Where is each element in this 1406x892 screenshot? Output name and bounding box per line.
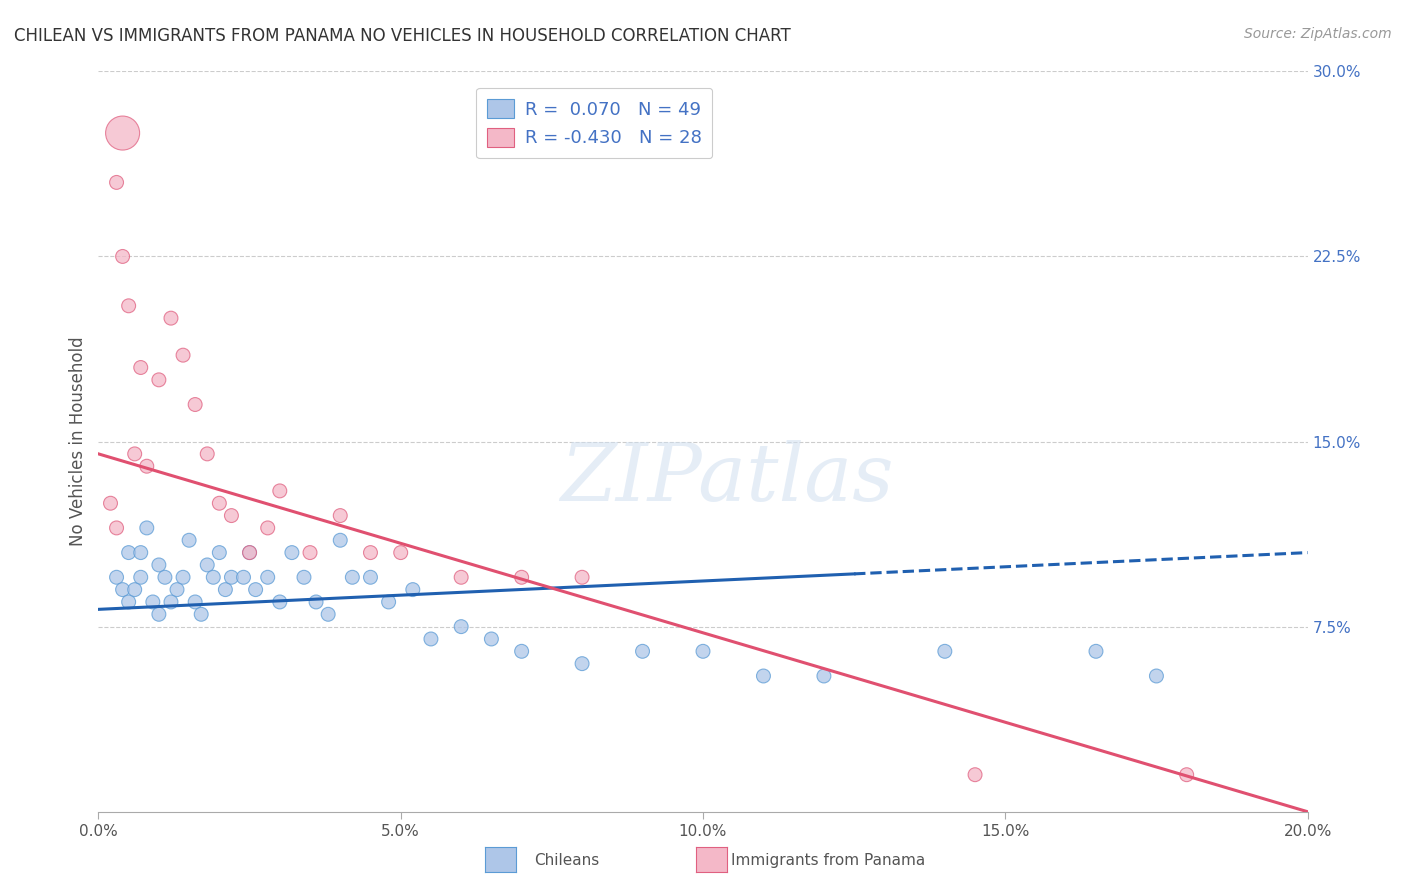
- Point: [269, 595, 291, 609]
- Point: [111, 126, 134, 140]
- Point: [208, 545, 231, 560]
- Point: [166, 582, 188, 597]
- Point: [148, 558, 170, 572]
- Point: [256, 570, 278, 584]
- Point: [111, 582, 134, 597]
- Point: [389, 545, 412, 560]
- Text: Immigrants from Panama: Immigrants from Panama: [731, 854, 925, 868]
- Point: [153, 570, 176, 584]
- Point: [184, 595, 207, 609]
- Point: [377, 595, 399, 609]
- Point: [160, 595, 183, 609]
- Point: [1175, 767, 1198, 781]
- Point: [129, 570, 152, 584]
- Point: [965, 767, 987, 781]
- Point: [118, 545, 141, 560]
- Point: [148, 373, 170, 387]
- Point: [813, 669, 835, 683]
- Point: [184, 398, 207, 412]
- Point: [202, 570, 225, 584]
- Point: [160, 311, 183, 326]
- Point: [299, 545, 322, 560]
- Point: [510, 570, 533, 584]
- Point: [129, 545, 152, 560]
- Point: [135, 521, 157, 535]
- Point: [142, 595, 165, 609]
- Point: [129, 360, 152, 375]
- Point: [179, 533, 201, 548]
- Point: [329, 508, 352, 523]
- Point: [1085, 644, 1108, 658]
- Point: [752, 669, 775, 683]
- Point: [402, 582, 425, 597]
- Point: [329, 533, 352, 548]
- Point: [124, 447, 146, 461]
- Point: [221, 508, 243, 523]
- Text: CHILEAN VS IMMIGRANTS FROM PANAMA NO VEHICLES IN HOUSEHOLD CORRELATION CHART: CHILEAN VS IMMIGRANTS FROM PANAMA NO VEH…: [14, 27, 790, 45]
- Point: [105, 570, 128, 584]
- Point: [571, 570, 593, 584]
- Point: [510, 644, 533, 658]
- Point: [195, 447, 218, 461]
- Point: [195, 558, 218, 572]
- Point: [481, 632, 503, 646]
- Point: [360, 570, 382, 584]
- Point: [105, 175, 128, 190]
- Point: [245, 582, 267, 597]
- Point: [450, 619, 472, 633]
- Text: Chileans: Chileans: [534, 854, 599, 868]
- Point: [105, 521, 128, 535]
- Point: [692, 644, 714, 658]
- Point: [571, 657, 593, 671]
- Point: [111, 250, 134, 264]
- Point: [221, 570, 243, 584]
- Point: [232, 570, 254, 584]
- Text: Source: ZipAtlas.com: Source: ZipAtlas.com: [1244, 27, 1392, 41]
- Point: [190, 607, 212, 622]
- Point: [118, 299, 141, 313]
- Point: [631, 644, 654, 658]
- Point: [316, 607, 339, 622]
- Point: [124, 582, 146, 597]
- Y-axis label: No Vehicles in Household: No Vehicles in Household: [69, 336, 87, 547]
- Point: [450, 570, 472, 584]
- Point: [239, 545, 262, 560]
- Point: [239, 545, 262, 560]
- Point: [360, 545, 382, 560]
- Point: [208, 496, 231, 510]
- Point: [305, 595, 328, 609]
- Point: [269, 483, 291, 498]
- Point: [118, 595, 141, 609]
- Legend: R =  0.070   N = 49, R = -0.430   N = 28: R = 0.070 N = 49, R = -0.430 N = 28: [477, 87, 713, 158]
- Text: ZIPatlas: ZIPatlas: [561, 440, 894, 517]
- Point: [1146, 669, 1168, 683]
- Point: [292, 570, 315, 584]
- Point: [135, 459, 157, 474]
- Point: [100, 496, 122, 510]
- Point: [342, 570, 364, 584]
- Point: [172, 348, 194, 362]
- Point: [256, 521, 278, 535]
- Point: [148, 607, 170, 622]
- Point: [420, 632, 443, 646]
- Point: [172, 570, 194, 584]
- Point: [281, 545, 304, 560]
- Point: [214, 582, 236, 597]
- Point: [934, 644, 956, 658]
